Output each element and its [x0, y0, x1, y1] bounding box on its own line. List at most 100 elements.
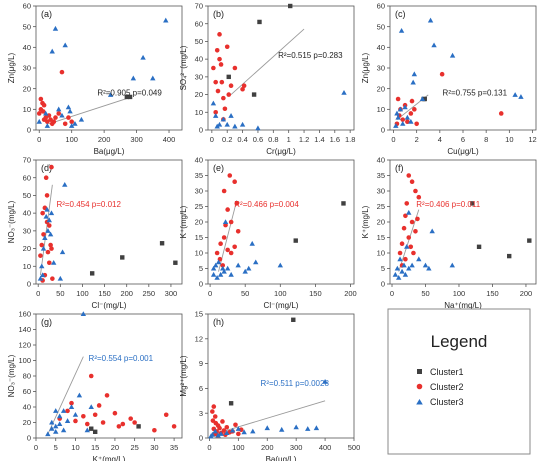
x-tick-label: 150 [309, 289, 322, 298]
data-point-circle [38, 253, 43, 258]
data-point-circle [214, 250, 220, 256]
data-point-circle [104, 393, 110, 398]
legend-frame [387, 308, 531, 455]
data-point-triangle [246, 265, 252, 271]
data-point-triangle [88, 404, 94, 409]
data-point-circle [232, 179, 237, 184]
x-tick-label: 0 [210, 135, 214, 144]
data-point-triangle [408, 118, 414, 124]
regression-annotation: R²=0.454 p=0.012 [56, 200, 121, 209]
data-point-triangle [80, 311, 87, 316]
data-point-circle [220, 263, 226, 268]
data-point-circle [92, 412, 98, 418]
data-point-circle [152, 427, 157, 433]
data-point-triangle [397, 106, 404, 112]
data-point-circle [233, 422, 238, 428]
data-point-circle [217, 425, 222, 431]
data-point-triangle [163, 17, 169, 23]
data-point-square [527, 238, 532, 243]
y-tick-label: 0 [381, 280, 385, 289]
data-point-circle [51, 119, 57, 125]
x-tick-label: 200 [520, 289, 533, 298]
data-point-triangle [392, 271, 399, 277]
legend-label: Cluster3 [430, 397, 464, 407]
y-tick-label: 160 [18, 310, 31, 319]
data-point-circle [81, 414, 86, 419]
panel-label: (b) [213, 9, 224, 19]
y-tick-label: 30 [23, 226, 31, 235]
panel-h: 0 100 200 300 400 500 0 3 6 9 12 15 Ba(μg/L) Mg²⁺(mg/… [179, 310, 360, 461]
data-point-triangle [449, 52, 456, 58]
data-point-square [422, 96, 427, 102]
data-point-triangle [399, 268, 405, 274]
x-axis-label: Cl⁻(mg/L) [92, 301, 127, 310]
data-point-triangle [341, 90, 347, 95]
data-point-triangle [62, 42, 68, 48]
data-point-triangle [250, 428, 256, 434]
panel-d: 0 50 100 150 200 250 300 0 10 20 30 40 50 60 70 Cl⁻(mg/… [7, 156, 183, 310]
data-point-triangle [220, 116, 227, 122]
data-point-circle [41, 102, 47, 108]
data-point-triangle [426, 265, 432, 271]
data-point-circle [50, 276, 55, 281]
data-point-triangle [46, 217, 52, 223]
y-tick-label: 60 [23, 173, 31, 182]
panel-label: (e) [213, 163, 224, 173]
data-point-circle [236, 431, 241, 437]
y-tick-label: 0 [27, 126, 31, 135]
data-point-circle [228, 219, 234, 225]
data-point-circle [226, 92, 232, 97]
data-point-triangle [218, 431, 224, 436]
data-point-square [507, 253, 512, 259]
y-tick-label: 0 [27, 280, 31, 289]
panel-a: 0 100 200 300 400 0 10 20 30 40 50 60 Ba(μg/L) Zn(μg/… [7, 2, 183, 156]
data-point-circle [414, 121, 419, 127]
data-point-triangle [235, 426, 242, 431]
data-point-triangle [242, 268, 248, 274]
data-point-circle [234, 201, 240, 206]
x-tick-label: 0 [391, 135, 395, 144]
x-tick-label: 0.6 [253, 135, 263, 144]
data-point-triangle [76, 392, 83, 398]
data-point-circle [49, 246, 54, 251]
data-point-circle [409, 179, 415, 184]
x-tick-label: 1.8 [345, 135, 355, 144]
data-point-triangle [410, 79, 416, 85]
data-point-triangle [279, 426, 285, 432]
data-point-circle [218, 62, 224, 67]
data-point-circle [210, 409, 215, 414]
data-point-square [89, 271, 95, 276]
panel-label: (a) [41, 9, 52, 19]
data-point-circle [221, 188, 227, 194]
x-axis-label: Cu(μg/L) [447, 147, 479, 156]
y-tick-label: 35 [195, 171, 203, 180]
data-point-triangle [65, 104, 72, 110]
data-point-circle [416, 194, 422, 200]
y-tick-label: 15 [195, 310, 203, 319]
y-tick-label: 30 [195, 187, 203, 196]
data-point-circle [120, 421, 126, 427]
data-point-triangle [210, 271, 217, 277]
data-point-square [470, 201, 475, 206]
panel-g: 0 5 10 15 20 25 30 35 0 20 40 60 80 100 120 140 160 K⁺(mg… [7, 310, 183, 461]
y-tick-label: 40 [23, 209, 31, 218]
data-point-triangle [229, 427, 236, 433]
data-point-circle [224, 424, 230, 430]
regression-line [48, 96, 132, 125]
data-point-circle [411, 250, 416, 256]
data-point-circle [128, 416, 134, 421]
data-point-triangle [404, 244, 410, 249]
y-axis-label: NO₃⁻(mg/L) [7, 200, 16, 243]
data-point-triangle [264, 425, 270, 431]
x-tick-label: 1 [287, 135, 291, 144]
x-tick-label: 15 [91, 443, 99, 452]
x-tick-label: 50 [421, 289, 429, 298]
regression-annotation: R²=0.554 p=0.001 [89, 354, 154, 363]
data-point-circle [215, 88, 221, 94]
legend-triangle-marker [416, 399, 423, 405]
y-axis-label: Zn(μg/L) [7, 52, 16, 83]
x-tick-label: 100 [76, 289, 89, 298]
panel-label: (h) [213, 317, 224, 327]
data-point-triangle [322, 378, 328, 384]
